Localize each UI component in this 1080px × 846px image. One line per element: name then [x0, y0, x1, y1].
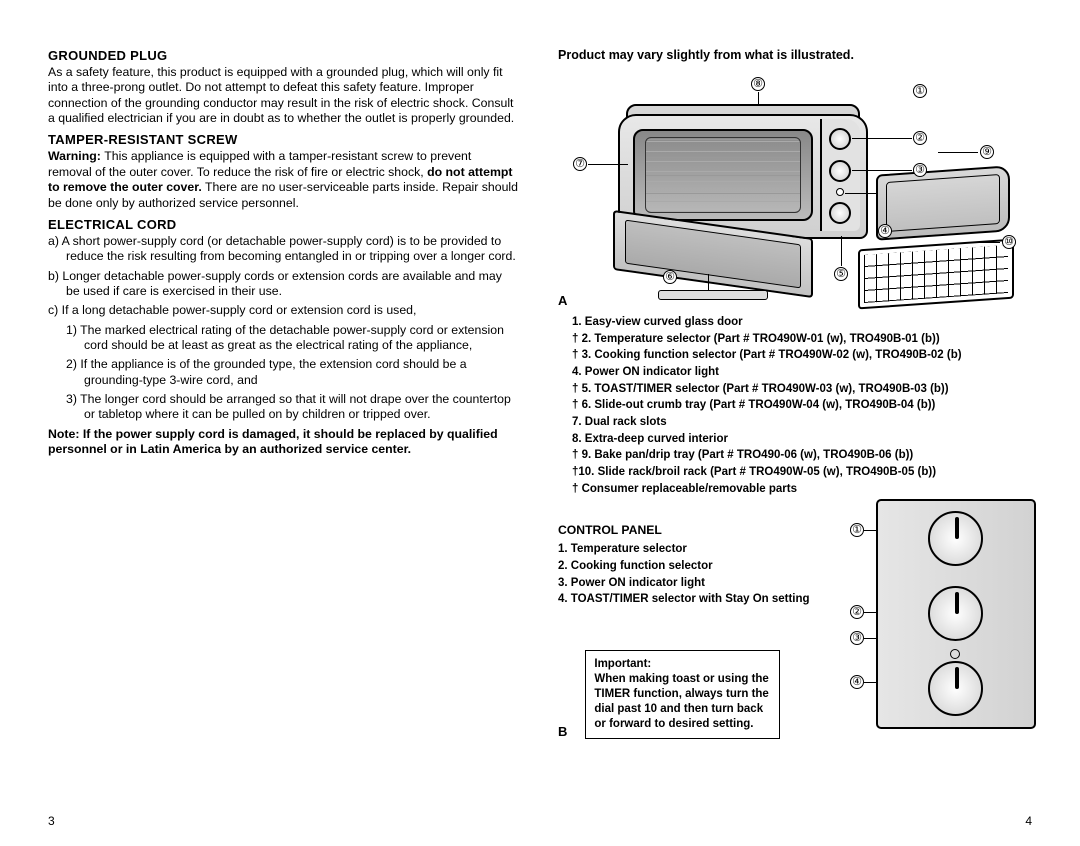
lead-2: [852, 138, 912, 139]
oven-window: [633, 129, 813, 221]
cord-note: Note: If the power supply cord is damage…: [48, 427, 518, 458]
heading-grounded-plug: GROUNDED PLUG: [48, 48, 518, 63]
slide-rack: [858, 239, 1014, 310]
page-number-left: 3: [48, 814, 55, 828]
power-led-a: [836, 188, 844, 196]
product-vary-note: Product may vary slightly from what is i…: [558, 48, 1036, 62]
diagram-b: [876, 499, 1036, 729]
part-2: † 2. Temperature selector (Part # TRO490…: [572, 331, 1036, 348]
part-4: 4. Power ON indicator light: [572, 364, 1036, 381]
important-text: When making toast or using the TIMER fun…: [594, 672, 771, 732]
cp-item-2: 2. Cooking function selector: [558, 558, 838, 575]
left-page: GROUNDED PLUG As a safety feature, this …: [48, 48, 518, 458]
b-callout-2: ②: [850, 605, 864, 619]
lead-9: [938, 152, 978, 153]
b-lead-3: [864, 638, 876, 639]
cp-item-4: 4. TOAST/TIMER selector with Stay On set…: [558, 591, 838, 608]
part-1: 1. Easy-view curved glass door: [572, 314, 1036, 331]
cp-item-1: 1. Temperature selector: [558, 541, 838, 558]
heading-electrical-cord: ELECTRICAL CORD: [48, 217, 518, 232]
part-note: † Consumer replaceable/removable parts: [572, 481, 1036, 498]
cord-item-b: b) Longer detachable power-supply cords …: [48, 269, 518, 300]
parts-list: 1. Easy-view curved glass door † 2. Temp…: [558, 314, 1036, 497]
panel-knob-timer: [928, 661, 983, 716]
lead-10: [976, 242, 1000, 243]
cp-list: 1. Temperature selector 2. Cooking funct…: [558, 541, 838, 608]
part-7: 7. Dual rack slots: [572, 414, 1036, 431]
panel-knob-function: [928, 586, 983, 641]
warning-prefix: Warning:: [48, 149, 104, 163]
heading-tamper-screw: TAMPER-RESISTANT SCREW: [48, 132, 518, 147]
part-10: †10. Slide rack/broil rack (Part # TRO49…: [572, 464, 1036, 481]
callout-10: ⑩: [1002, 235, 1016, 249]
callout-1: ①: [913, 84, 927, 98]
cord-sub-2: 2) If the appliance is of the grounded t…: [66, 357, 518, 388]
text-tamper-screw: Warning: This appliance is equipped with…: [48, 149, 518, 210]
right-page: Product may vary slightly from what is i…: [558, 48, 1036, 732]
panel-power-led: [950, 649, 960, 659]
cord-item-c: c) If a long detachable power-supply cor…: [48, 303, 518, 318]
knob-temp: [829, 128, 851, 150]
callout-9: ⑨: [980, 145, 994, 159]
cp-heading: CONTROL PANEL: [558, 523, 838, 537]
diagram-a: ① ② ③ ④ ⑤ ⑥ ⑦ ⑧ ⑨ ⑩ A: [558, 74, 1018, 306]
control-panel-section: CONTROL PANEL 1. Temperature selector 2.…: [558, 507, 1036, 732]
cord-item-a: a) A short power-supply cord (or detacha…: [48, 234, 518, 265]
knob-function: [829, 160, 851, 182]
lead-7: [588, 164, 628, 165]
callout-6: ⑥: [663, 270, 677, 284]
cord-list: a) A short power-supply cord (or detacha…: [48, 234, 518, 423]
b-lead-4: [864, 682, 876, 683]
b-callout-4: ④: [850, 675, 864, 689]
cp-item-3: 3. Power ON indicator light: [558, 575, 838, 592]
page-number-right: 4: [1025, 814, 1032, 828]
important-label: Important:: [594, 657, 771, 672]
tamper-text-a: This appliance is equipped with a tamper…: [48, 149, 471, 178]
diagram-a-label: A: [558, 293, 567, 308]
callout-5: ⑤: [834, 267, 848, 281]
b-lead-2: [864, 612, 876, 613]
callout-8: ⑧: [751, 77, 765, 91]
part-8: 8. Extra-deep curved interior: [572, 431, 1036, 448]
b-callout-1: ①: [850, 523, 864, 537]
cord-sub-1: 1) The marked electrical rating of the d…: [66, 323, 518, 354]
bake-pan: [876, 165, 1010, 240]
important-box: Important: When making toast or using th…: [585, 650, 780, 739]
part-9: † 9. Bake pan/drip tray (Part # TRO490-0…: [572, 447, 1036, 464]
part-3: † 3. Cooking function selector (Part # T…: [572, 347, 1036, 364]
knob-timer: [829, 202, 851, 224]
b-callout-3: ③: [850, 631, 864, 645]
cord-sublist: 1) The marked electrical rating of the d…: [48, 323, 518, 423]
lead-5: [841, 236, 842, 266]
lead-8: [758, 92, 759, 104]
lead-3: [852, 170, 912, 171]
lead-4: [845, 193, 877, 194]
callout-7: ⑦: [573, 157, 587, 171]
cp-text-column: CONTROL PANEL 1. Temperature selector 2.…: [558, 507, 838, 738]
text-grounded-plug: As a safety feature, this product is equ…: [48, 65, 518, 126]
part-5: † 5. TOAST/TIMER selector (Part # TRO490…: [572, 381, 1036, 398]
b-lead-1: [864, 530, 876, 531]
callout-4: ④: [878, 224, 892, 238]
part-6: † 6. Slide-out crumb tray (Part # TRO490…: [572, 397, 1036, 414]
lead-6: [708, 274, 709, 290]
diagram-b-label: B: [558, 724, 567, 739]
panel-knob-temp: [928, 511, 983, 566]
callout-3: ③: [913, 163, 927, 177]
cord-sub-3: 3) The longer cord should be arranged so…: [66, 392, 518, 423]
callout-2: ②: [913, 131, 927, 145]
crumb-tray: [658, 290, 768, 300]
